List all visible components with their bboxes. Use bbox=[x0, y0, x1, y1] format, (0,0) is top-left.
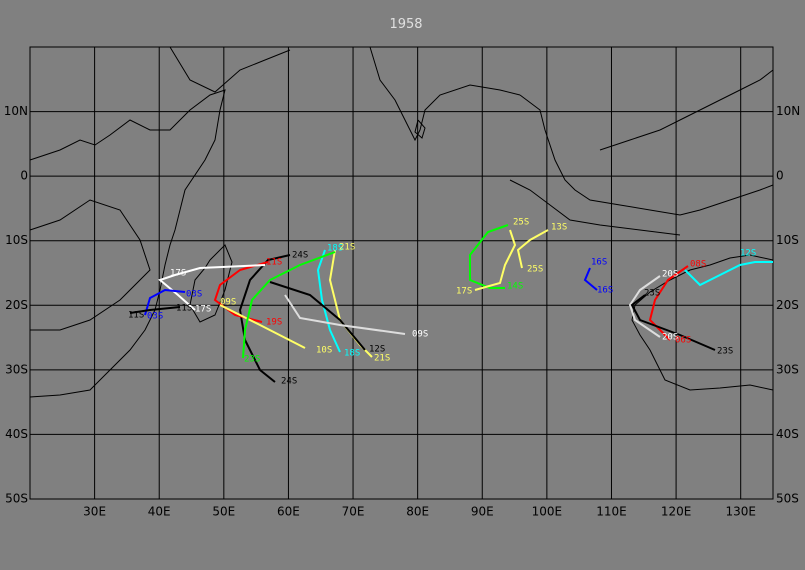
y-tick-label: 30S bbox=[5, 362, 28, 376]
y-tick-label: 20S bbox=[5, 298, 28, 312]
track bbox=[583, 267, 598, 291]
frame bbox=[29, 46, 774, 500]
track bbox=[469, 224, 509, 289]
storm-label: 25S bbox=[513, 218, 529, 228]
storm-label: 18S bbox=[344, 349, 360, 359]
storm-label: 13S bbox=[551, 223, 567, 233]
africa-coast bbox=[29, 89, 226, 398]
storm-label: 17S bbox=[456, 287, 472, 297]
x-tick-label: 40E bbox=[148, 505, 171, 519]
sri-lanka bbox=[414, 119, 426, 139]
storm-label: 23S bbox=[244, 355, 260, 365]
track bbox=[516, 229, 549, 269]
x-tick-label: 90E bbox=[471, 505, 494, 519]
y-tick-label: 10S bbox=[776, 233, 799, 247]
storm-label: 25S bbox=[527, 265, 543, 275]
map-title: 1958 bbox=[389, 17, 422, 32]
track bbox=[316, 249, 341, 353]
storm-label: 16S bbox=[597, 286, 613, 296]
storm-label: 17S bbox=[195, 305, 211, 315]
x-tick-label: 50E bbox=[212, 505, 235, 519]
track bbox=[628, 275, 661, 338]
y-tick-label: 10N bbox=[4, 104, 28, 118]
y-tick-label: 10N bbox=[776, 104, 800, 118]
storm-label: 23S bbox=[717, 347, 733, 357]
track bbox=[144, 288, 186, 316]
storm-label: 17S bbox=[170, 269, 186, 279]
track bbox=[238, 254, 291, 383]
storm-label: 03S bbox=[186, 290, 202, 300]
storm-label: 21S bbox=[374, 354, 390, 364]
storm-label: 23S bbox=[644, 289, 660, 299]
x-tick-label: 120E bbox=[661, 505, 692, 519]
coastlines bbox=[29, 46, 774, 500]
arabia-coast bbox=[169, 46, 291, 93]
y-tick-label: 50S bbox=[776, 492, 799, 506]
y-tick-label: 0 bbox=[776, 169, 784, 183]
storm-label: 09S bbox=[412, 330, 428, 340]
track bbox=[630, 294, 716, 351]
track bbox=[269, 281, 366, 351]
islands bbox=[599, 69, 774, 151]
y-tick-label: 0 bbox=[20, 169, 28, 183]
y-tick-label: 10S bbox=[5, 233, 28, 247]
x-tick-label: 60E bbox=[277, 505, 300, 519]
track bbox=[213, 261, 269, 323]
storm-label: 06S bbox=[675, 336, 691, 346]
storm-label: 11S bbox=[128, 311, 144, 321]
y-tick-label: 30S bbox=[776, 362, 799, 376]
y-tick-label: 40S bbox=[5, 427, 28, 441]
y-tick-label: 40S bbox=[776, 427, 799, 441]
storm-label: 09S bbox=[220, 298, 236, 308]
storm-label: 03S bbox=[147, 312, 163, 322]
storm-label: 18S bbox=[327, 244, 343, 254]
track bbox=[684, 261, 773, 287]
x-tick-label: 30E bbox=[83, 505, 106, 519]
storm-label: 19S bbox=[266, 318, 282, 328]
storm-label: 10S bbox=[316, 346, 332, 356]
track bbox=[219, 304, 306, 349]
track bbox=[157, 264, 266, 311]
storm-label: 20S bbox=[662, 333, 678, 343]
india-coast bbox=[369, 46, 521, 142]
x-tick-label: 110E bbox=[596, 505, 627, 519]
track bbox=[242, 251, 336, 359]
storm-label: 11S bbox=[266, 258, 282, 268]
x-tick-label: 100E bbox=[532, 505, 563, 519]
track bbox=[474, 229, 517, 291]
storm-label: 12S bbox=[369, 345, 385, 355]
storm-label: 24S bbox=[281, 377, 297, 387]
y-tick-label: 20S bbox=[776, 298, 799, 312]
track bbox=[129, 306, 181, 314]
storm-label: 21S bbox=[339, 243, 355, 253]
storm-label: 12S bbox=[740, 249, 756, 259]
storm-label: 08S bbox=[690, 260, 706, 270]
tracks bbox=[129, 224, 773, 383]
storm-label: 11S bbox=[176, 304, 192, 314]
storm-label: 14S bbox=[507, 282, 523, 292]
storm-label: 24S bbox=[292, 251, 308, 261]
africa-interior bbox=[29, 199, 151, 331]
storm-label: 20S bbox=[662, 270, 678, 280]
x-tick-label: 130E bbox=[725, 505, 756, 519]
madagascar bbox=[189, 244, 233, 323]
track bbox=[284, 294, 406, 335]
storm-label: 16S bbox=[591, 258, 607, 268]
x-tick-label: 70E bbox=[342, 505, 365, 519]
y-tick-label: 50S bbox=[5, 492, 28, 506]
x-tick-label: 80E bbox=[406, 505, 429, 519]
se-asia-coast bbox=[519, 94, 774, 216]
sumatra-java bbox=[509, 179, 681, 236]
